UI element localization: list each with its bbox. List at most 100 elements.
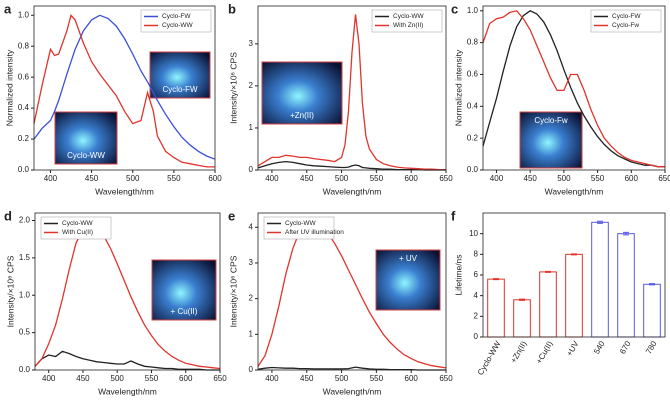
y-tick-label: 0: [474, 332, 479, 341]
inset-photo: [375, 249, 441, 311]
y-axis-label: Lifetime/ns: [453, 254, 463, 295]
bar: [539, 271, 557, 338]
y-axis-label: Intensity/×10⁶ CPS: [5, 255, 15, 327]
series-line: [482, 10, 665, 168]
x-tick-label: Cyclo-WW: [476, 339, 503, 377]
y-tick-label: 0.8: [467, 38, 479, 47]
x-tick-label: 450: [85, 174, 99, 183]
error-bar: [493, 278, 499, 281]
x-axis-label: Wavelength/nm: [323, 386, 382, 396]
error-bar: [597, 220, 603, 224]
inset-label: Cyclo-Fw: [534, 116, 568, 125]
x-tick-label: 550: [370, 374, 384, 383]
error-bar: [519, 298, 525, 301]
y-axis-label: Intensity/×10⁶ CPS: [228, 52, 238, 124]
y-tick-label: 1.0: [18, 10, 30, 19]
series-line: [34, 224, 221, 370]
y-tick-label: 10: [469, 229, 478, 238]
series-line: [257, 14, 446, 171]
y-axis-label: Intensity/×10⁶ CPS: [228, 255, 238, 327]
series-line: [482, 10, 665, 168]
x-axis-label: Wavelength/nm: [95, 186, 154, 196]
inset-label: + UV: [399, 254, 418, 263]
y-tick-label: 3: [249, 39, 254, 48]
panel: d Intensity/×10⁶ CPS 400 450 500 550 600 650 0.0…: [4, 208, 227, 396]
legend-label: With Cu(II): [62, 229, 93, 236]
bar: [617, 233, 635, 338]
legend-label: Cyclo-WW: [62, 220, 94, 227]
x-tick-label: +Zn(II): [509, 339, 529, 364]
error-bar: [545, 270, 551, 273]
legend-box: [590, 9, 662, 33]
bar: [565, 253, 583, 338]
plot-frame: [257, 212, 447, 371]
x-tick-label: 500: [335, 374, 349, 383]
y-tick-label: 0.8: [18, 41, 30, 50]
inset-label: + Cu(II): [171, 307, 198, 316]
y-tick-label: 6: [474, 270, 479, 279]
x-tick-label: 600: [625, 174, 639, 183]
panel-label: f: [451, 208, 456, 223]
x-tick-label: 550: [591, 174, 605, 183]
panel-label: b: [228, 1, 236, 16]
y-tick-label: 2.0: [19, 216, 31, 225]
y-tick-label: 0.0: [18, 165, 30, 174]
x-tick-label: 650: [439, 374, 453, 383]
legend-label: Cyclo-FW: [612, 13, 641, 20]
inset-label: +Zn(II): [290, 111, 314, 120]
legend-label: Cyclo-WW: [162, 22, 194, 29]
x-axis-label: Wavelength/nm: [323, 186, 382, 196]
inset-photo: [54, 111, 118, 165]
y-tick-label: 1: [249, 329, 254, 338]
y-tick-label: 2: [249, 294, 254, 303]
panel: c Normalized intensity 400 450 500 550 600 650 0…: [451, 1, 670, 196]
x-axis-label: Wavelength/nm: [545, 186, 604, 196]
x-tick-label: 600: [405, 174, 419, 183]
inset-label: Cyclo-FW: [162, 85, 198, 94]
y-tick-label: 8: [474, 249, 479, 258]
x-tick-label: 650: [439, 174, 453, 183]
x-tick-label: 670: [618, 339, 633, 356]
inset-photo: [519, 111, 583, 169]
x-tick-label: 500: [557, 174, 571, 183]
y-tick-label: 4: [474, 291, 479, 300]
legend-label: After UV illumination: [285, 229, 344, 236]
y-tick-label: 1.0: [467, 6, 479, 15]
x-tick-label: 400: [44, 174, 58, 183]
y-axis-label: Normalized intensity: [4, 49, 14, 126]
x-tick-label: 450: [300, 374, 314, 383]
y-tick-label: 4: [249, 222, 254, 231]
panel-label: e: [228, 208, 235, 223]
x-tick-label: 550: [167, 174, 181, 183]
panel: f Lifetime/ns 0 2 4 6 8 10 Cyclo-WW +Zn(II) +Cu(II…: [451, 208, 666, 377]
x-tick-label: 600: [405, 374, 419, 383]
bar: [643, 283, 661, 338]
inset-photo: [151, 259, 217, 321]
y-tick-label: 1.5: [19, 253, 31, 262]
y-tick-label: 0.0: [467, 165, 479, 174]
x-tick-label: 450: [524, 174, 538, 183]
y-tick-label: 0.2: [18, 134, 30, 143]
series-line: [34, 350, 220, 371]
x-tick-label: 650: [213, 374, 227, 383]
x-tick-label: 400: [265, 174, 279, 183]
legend-label: Cyclo-WW: [285, 220, 317, 227]
series-line: [33, 13, 215, 168]
y-tick-label: 3: [249, 258, 254, 267]
x-tick-label: 400: [42, 374, 56, 383]
legend-box: [371, 9, 443, 33]
y-tick-label: 0.0: [19, 365, 31, 374]
x-axis-label: Wavelength/nm: [98, 386, 157, 396]
series-line: [33, 14, 216, 160]
plot-frame: [34, 212, 221, 371]
y-tick-label: 0.2: [467, 133, 479, 142]
y-tick-label: 0.6: [467, 70, 479, 79]
panel: a Normalized intensity 400 450 500 550 600 0.0 0…: [4, 1, 222, 196]
x-tick-label: 400: [265, 374, 279, 383]
inset-photo: [261, 61, 343, 125]
bar: [487, 278, 505, 338]
y-tick-label: 1: [249, 123, 254, 132]
x-tick-label: 650: [658, 174, 670, 183]
x-tick-label: +Cu(II): [534, 339, 554, 365]
